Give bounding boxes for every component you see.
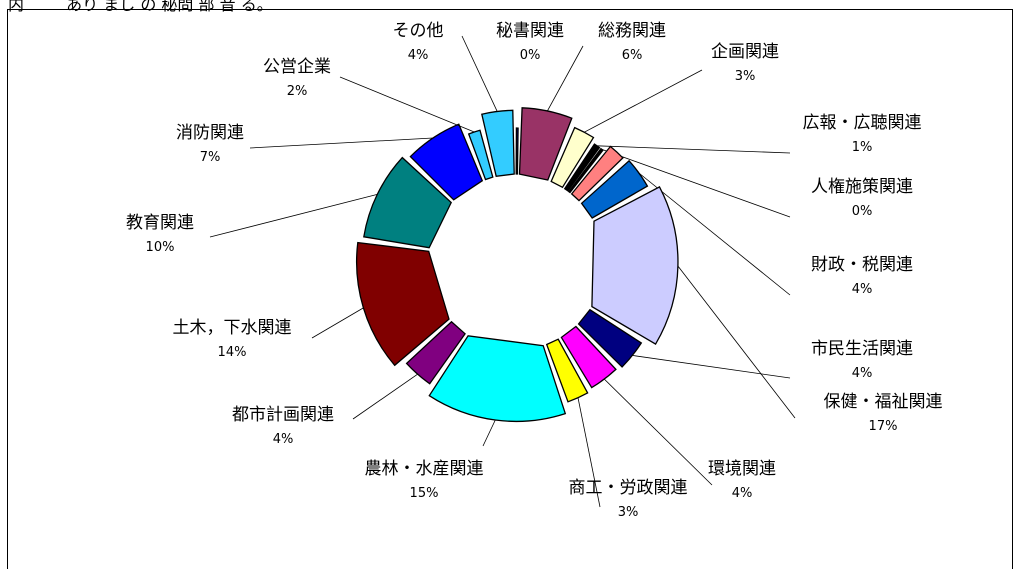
leader-line [596,145,791,154]
pie-slice-公営企業 [467,129,494,181]
slice-percent: 14% [218,345,247,360]
leader-line [632,355,791,379]
leader-line [352,373,418,420]
leader-line [638,172,791,296]
leader-line [311,307,364,339]
cut-off-header-text: 内 あり まし の 秘問 部 音 る。 [8,0,273,14]
leader-line [604,378,713,486]
slice-percent: 4% [408,48,429,63]
slice-percent: 17% [869,419,898,434]
slice-percent: 3% [735,69,756,84]
slice-label: 公営企業 [263,57,331,77]
slice-label: 保健・福祉関連 [824,392,943,412]
slice-label: 農林・水産関連 [365,459,484,479]
slice-label: その他 [393,21,444,41]
slice-label: 広報・広聴関連 [803,113,922,133]
slice-percent: 0% [852,204,873,219]
slice-label: 財政・税関連 [811,255,913,275]
leader-line [461,35,498,112]
pie-slice-unlabeled [570,145,624,202]
slice-label: 消防関連 [176,123,244,143]
pie-slice-その他 [481,109,515,178]
leader-line [584,69,703,133]
slice-label: 企画関連 [711,42,779,62]
slice-percent: 2% [287,84,308,99]
slice-percent: 1% [852,140,873,155]
slice-label: 秘書関連 [496,21,564,41]
slice-label: 教育関連 [126,213,194,233]
pie-slice-総務関連 [518,107,573,181]
slice-percent: 15% [410,486,439,501]
pie-slice-教育関連 [363,156,452,249]
pie-slice-広報・広聴関連 [563,143,601,192]
pie-slice-商工・労政関連 [545,338,589,403]
leader-line [547,45,584,112]
leader-line [482,419,496,447]
slice-percent: 3% [618,505,639,520]
chart-frame [7,9,1013,569]
slice-percent: 4% [852,366,873,381]
slice-percent: 4% [732,486,753,501]
pie-slice-土木，下水関連 [355,241,450,367]
slice-label: 環境関連 [708,459,776,479]
leader-line [601,149,791,218]
leader-line [209,194,378,238]
slice-percent: 4% [852,282,873,297]
pie-slice-保健・福祉関連 [591,186,679,345]
slice-label: 人権施策関連 [811,177,913,197]
leader-line [249,137,434,149]
pie-slice-秘書関連 [515,127,519,175]
pie-slice-農林・水産関連 [428,335,567,423]
pie-slice-消防関連 [409,123,484,201]
slice-percent: 6% [622,48,643,63]
slice-label: 土木，下水関連 [173,318,292,338]
slice-label: 都市計画関連 [232,405,334,425]
leader-line [339,76,475,133]
pie-slice-財政・税関連 [580,159,649,219]
slice-percent: 4% [273,432,294,447]
slice-percent: 10% [146,240,175,255]
slice-label: 市民生活関連 [811,339,913,359]
pie-slice-環境関連 [560,325,617,389]
pie-slice-企画関連 [550,126,595,189]
slice-label: 総務関連 [598,21,666,41]
pie-slice-都市計画関連 [405,320,466,385]
slice-label: 商工・労政関連 [569,478,688,498]
slice-percent: 7% [200,150,221,165]
pie-slice-市民生活関連 [577,308,643,368]
leader-line [677,265,796,419]
slice-percent: 0% [520,48,541,63]
leader-line [577,397,601,508]
